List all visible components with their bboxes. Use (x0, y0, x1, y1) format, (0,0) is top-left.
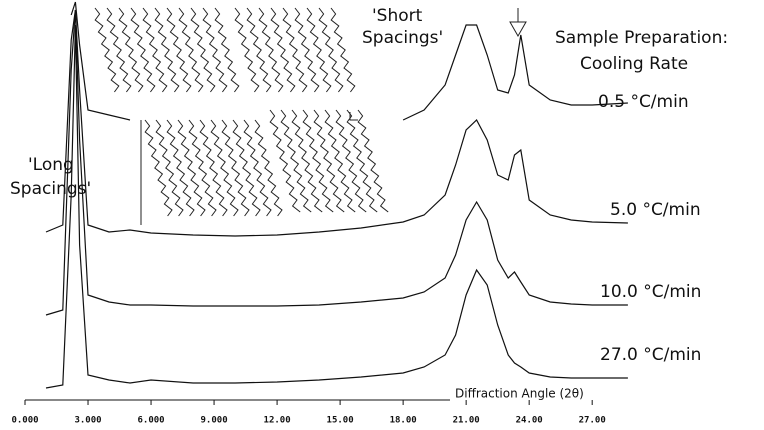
chain (166, 119, 195, 217)
chain (324, 109, 356, 213)
x-tick-label: 3.000 (74, 416, 101, 426)
x-tick-label: 0.000 (11, 416, 38, 426)
x-axis-label: Diffraction Angle (2θ) (455, 387, 584, 401)
title: Cooling Rate (580, 54, 688, 74)
chain (346, 109, 378, 213)
chain (357, 109, 389, 213)
chain (210, 119, 239, 217)
trace (45, 24, 628, 389)
chain (269, 109, 301, 213)
x-tick-label: 12.00 (264, 416, 291, 426)
legend-label: 10.0 °C/min (600, 282, 701, 302)
x-tick-label: 6.000 (137, 416, 164, 426)
chain (280, 109, 312, 213)
chain (142, 7, 168, 93)
annotation: 'Short (372, 6, 423, 26)
chain (188, 119, 217, 217)
chain (178, 7, 204, 93)
x-tick-label: 9.000 (201, 416, 228, 426)
peak-arrow (509, 8, 527, 38)
chain (190, 7, 216, 93)
chain (221, 119, 250, 217)
legend-label: 27.0 °C/min (600, 345, 701, 365)
chain (106, 7, 132, 93)
chain (270, 7, 296, 93)
chain (258, 7, 284, 93)
chain (246, 7, 272, 93)
chain (234, 7, 260, 93)
x-tick-label: 15.00 (327, 416, 354, 426)
trace (45, 9, 628, 316)
chain (243, 119, 272, 217)
chain (154, 7, 180, 93)
chain (291, 109, 323, 213)
chain (177, 119, 206, 217)
chain (166, 7, 192, 93)
chain (232, 119, 261, 217)
chain (330, 7, 356, 93)
chain (214, 7, 240, 93)
chain (282, 7, 308, 93)
x-tick-label: 18.00 (390, 416, 417, 426)
chain (294, 7, 320, 93)
trace (45, 9, 628, 237)
chain (302, 109, 334, 213)
marker-line (349, 112, 358, 121)
chain (335, 109, 367, 213)
annotation: Spacings' (362, 28, 443, 48)
chain (130, 7, 156, 93)
annotation: 'Long (28, 155, 74, 175)
trace (70, 1, 628, 121)
chain (306, 7, 332, 93)
legend-label: 0.5 °C/min (598, 92, 689, 112)
chain (318, 7, 344, 93)
x-tick-label: 21.00 (453, 416, 480, 426)
title: Sample Preparation: (555, 28, 728, 48)
x-tick-label: 24.00 (516, 416, 543, 426)
chain (155, 119, 184, 217)
chain (199, 119, 228, 217)
chain (94, 7, 120, 93)
legend-label: 5.0 °C/min (610, 200, 701, 220)
chain (313, 109, 345, 213)
x-tick-label: 27.00 (579, 416, 606, 426)
molecular-schematic (94, 7, 389, 217)
chain (118, 7, 144, 93)
chain (254, 119, 283, 217)
chain (202, 7, 228, 93)
chain (144, 119, 173, 217)
